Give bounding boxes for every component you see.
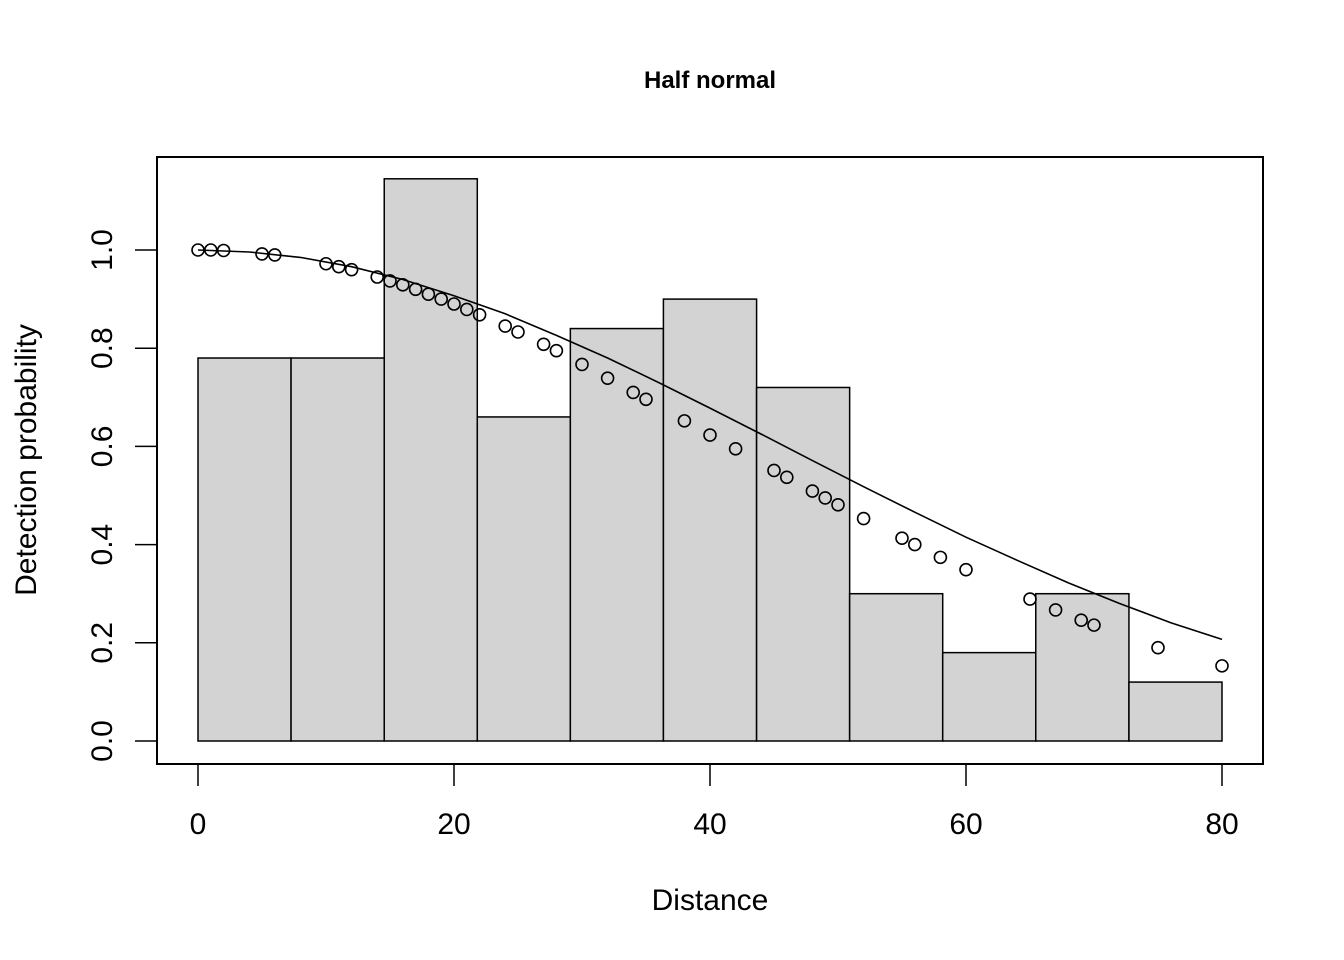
detection-curve — [197, 249, 1223, 641]
observation-point — [344, 262, 359, 277]
histogram-bar — [476, 416, 572, 742]
x-tick-label: 20 — [437, 808, 470, 841]
y-tick-label: 0.8 — [86, 327, 119, 369]
observation-point — [549, 343, 564, 358]
observation-point — [216, 243, 231, 258]
observation-point — [728, 442, 743, 456]
observation-point — [933, 550, 948, 565]
observation-point — [434, 292, 449, 306]
observation-point — [779, 470, 794, 485]
observation-points — [191, 243, 1229, 673]
observation-point — [319, 256, 333, 271]
observation-point — [856, 511, 871, 526]
observation-point — [383, 274, 397, 288]
observation-point — [1074, 613, 1088, 628]
histogram-bar — [290, 357, 385, 742]
observation-point — [805, 484, 820, 498]
x-tick-label: 0 — [190, 808, 207, 841]
observation-point — [459, 302, 474, 317]
observation-point — [1215, 659, 1229, 673]
histogram-bar — [941, 651, 1037, 742]
x-tick-label: 40 — [693, 808, 726, 841]
observation-point — [600, 371, 615, 385]
observation-point — [370, 270, 385, 284]
detection-curve-layer — [197, 249, 1223, 641]
x-tick-label: 60 — [949, 808, 982, 841]
observation-point — [767, 463, 781, 478]
observation-point — [421, 287, 436, 301]
observation-point — [395, 278, 410, 292]
x-tick-label: 80 — [1205, 808, 1238, 841]
observation-point — [959, 562, 973, 577]
observation-point — [831, 498, 845, 512]
observation-point — [818, 491, 833, 505]
observation-point — [511, 325, 525, 339]
histogram-bar — [569, 327, 665, 742]
observation-point — [907, 537, 922, 552]
x-axis: 0 20 40 60 80 — [190, 763, 1239, 841]
histogram-bar — [1128, 681, 1223, 742]
observation-point — [191, 243, 205, 257]
histogram-bars — [197, 178, 1223, 742]
observation-point — [331, 259, 346, 274]
observation-point — [255, 247, 269, 261]
observation-point — [498, 319, 513, 333]
observation-point — [267, 248, 282, 262]
observation-point — [895, 531, 909, 546]
observation-point — [639, 392, 653, 407]
observation-point — [1048, 603, 1063, 617]
y-tick-label: 0.0 — [86, 720, 119, 762]
histogram-bar — [848, 592, 944, 742]
observation-point — [626, 385, 641, 400]
plot-frame — [156, 156, 1264, 765]
observation-point — [677, 414, 692, 428]
histogram-bar — [197, 357, 292, 742]
y-axis: 0.0 0.2 0.4 0.6 0.8 1.0 — [86, 229, 158, 762]
histogram-bar — [755, 386, 851, 742]
y-tick-label: 1.0 — [86, 229, 119, 271]
y-axis-label: Detection probability — [10, 324, 43, 596]
observation-point — [1151, 640, 1165, 655]
y-tick-label: 0.6 — [86, 426, 119, 468]
observation-point — [575, 357, 589, 372]
observation-point — [703, 428, 717, 442]
observation-point — [408, 282, 423, 297]
histogram-bar — [662, 298, 758, 742]
observation-point — [1023, 592, 1037, 606]
histogram-bar — [1035, 592, 1130, 742]
histogram-bar — [383, 178, 479, 742]
y-tick-label: 0.4 — [86, 524, 119, 566]
observation-point — [536, 337, 551, 352]
chart-title: Half normal — [644, 67, 776, 94]
observation-point — [447, 297, 461, 311]
x-axis-label: Distance — [652, 884, 769, 917]
observation-point — [204, 243, 218, 257]
observation-point — [472, 308, 487, 322]
observation-point — [1087, 618, 1101, 632]
y-tick-label: 0.2 — [86, 622, 119, 664]
